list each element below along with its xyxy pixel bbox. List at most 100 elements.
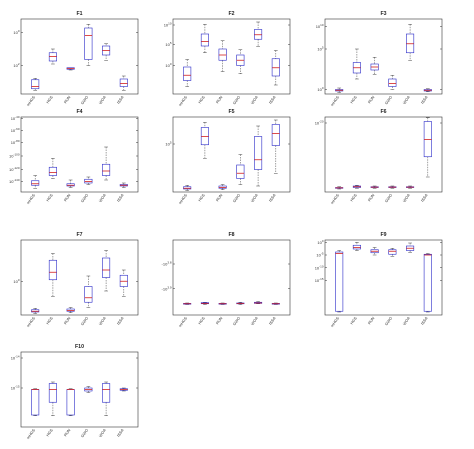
- x-tick-label: HGS: [46, 428, 54, 437]
- x-tick-label: GWO: [232, 316, 241, 326]
- box-woa: [254, 21, 263, 47]
- box-gwo: [388, 185, 397, 189]
- iqr-box: [48, 383, 57, 403]
- box-woa: [406, 24, 415, 61]
- box-mhgs: [31, 308, 40, 314]
- panel-f4: F4 10-40 10-60 10-80 10-100 10-120 10-140 mHGS H…: [9, 109, 139, 205]
- x-tick-label: HGS: [46, 316, 54, 325]
- x-tick-label: GWO: [232, 193, 241, 203]
- plot-frame: [324, 239, 443, 316]
- iqr-box: [335, 251, 344, 312]
- x-tick-label: HGS: [198, 193, 206, 202]
- y-tick-label: 10-100: [9, 153, 20, 159]
- panel-f10: F10 10-14 10-15 mHGS HGS RUN GWO WOA ISSA: [11, 344, 139, 440]
- y-tick-label: 100: [13, 29, 19, 35]
- box-gwo: [236, 49, 245, 74]
- x-tick-label: HGS: [350, 193, 358, 202]
- box-mhgs: [335, 186, 344, 190]
- x-tick-label: WOA: [98, 193, 107, 203]
- y-tick-label: 105: [165, 141, 171, 147]
- x-tick-label: ISSA: [268, 95, 277, 105]
- x-tick-label: ISSA: [116, 428, 125, 438]
- x-tick-label: RUN: [367, 316, 375, 325]
- box-issa: [271, 302, 280, 305]
- x-tick-label: GWO: [80, 193, 89, 203]
- panel-f3: F3 1010 105 100 mHGS HGS RUN GWO WOA ISSA: [316, 11, 443, 107]
- y-tick-label: 10-40: [11, 115, 20, 121]
- x-tick-label: mHGS: [330, 95, 340, 107]
- plot-frame: [172, 116, 291, 193]
- y-tick-label: 10-80: [11, 139, 20, 145]
- x-tick-label: WOA: [98, 316, 107, 326]
- iqr-box: [84, 286, 93, 303]
- x-tick-label: mHGS: [178, 193, 188, 205]
- x-tick-label: HGS: [350, 316, 358, 325]
- x-tick-label: WOA: [250, 193, 259, 203]
- plot-frame: [20, 116, 139, 193]
- x-tick-label: RUN: [63, 428, 71, 437]
- box-run: [66, 67, 75, 71]
- plot-frame: [172, 239, 291, 316]
- x-tick-label: mHGS: [26, 316, 36, 328]
- y-tick-label: -103.8: [162, 261, 172, 267]
- panel-title: F2: [228, 11, 234, 17]
- box-woa: [406, 185, 415, 189]
- box-hgs: [48, 158, 57, 179]
- x-tick-label: WOA: [402, 193, 411, 203]
- x-tick-label: mHGS: [26, 95, 36, 107]
- box-woa: [254, 301, 263, 304]
- box-hgs: [48, 253, 57, 297]
- y-tick-label: 100: [165, 62, 171, 68]
- box-mhgs: [183, 59, 192, 87]
- box-issa: [119, 269, 128, 297]
- plot-frame: [20, 18, 139, 95]
- y-tick-label: 10-20: [315, 120, 324, 126]
- y-tick-label: 102: [13, 62, 19, 68]
- panel-title: F5: [228, 109, 234, 115]
- panel-title: F4: [76, 109, 82, 115]
- x-tick-label: ISSA: [420, 193, 429, 203]
- box-hgs: [352, 48, 361, 80]
- iqr-box: [119, 78, 128, 87]
- iqr-box: [48, 259, 57, 281]
- x-tick-label: WOA: [402, 95, 411, 105]
- y-tick-label: 105: [165, 41, 171, 47]
- plot-frame: [324, 18, 443, 95]
- panel-f9: F9 100 10-5 10-10 10-15 mHGS HGS RUN GWO WOA ISSA: [315, 232, 443, 328]
- y-tick-label: 10-15: [315, 277, 324, 283]
- panel-f5: F5 105 mHGS HGS RUN GWO WOA ISSA: [165, 109, 291, 205]
- x-tick-label: HGS: [46, 193, 54, 202]
- panel-f1: F1 100 102 mHGS HGS RUN GWO WOA ISSA: [13, 11, 139, 107]
- iqr-box: [102, 383, 111, 403]
- x-tick-label: WOA: [402, 316, 411, 326]
- panel-f2: F2 1010 105 100 mHGS HGS RUN GWO WOA ISSA: [164, 11, 291, 107]
- box-gwo: [388, 248, 397, 257]
- x-tick-label: GWO: [232, 95, 241, 105]
- box-hgs: [200, 24, 209, 53]
- y-tick-label: 100: [317, 86, 323, 92]
- iqr-box: [31, 79, 40, 90]
- x-tick-label: mHGS: [178, 316, 188, 328]
- x-tick-label: HGS: [198, 95, 206, 104]
- x-tick-label: WOA: [250, 95, 259, 105]
- x-tick-label: ISSA: [116, 193, 125, 203]
- box-issa: [119, 182, 128, 188]
- x-tick-label: RUN: [63, 316, 71, 325]
- box-woa: [102, 146, 111, 181]
- x-tick-label: HGS: [46, 95, 54, 104]
- x-tick-label: ISSA: [116, 316, 125, 326]
- box-run: [370, 185, 379, 189]
- iqr-box: [31, 180, 40, 186]
- y-tick-label: 1010: [164, 22, 172, 28]
- box-mhgs: [31, 78, 40, 91]
- box-gwo: [388, 75, 397, 90]
- x-tick-label: ISSA: [116, 95, 125, 105]
- iqr-box: [48, 166, 57, 176]
- x-tick-label: WOA: [98, 428, 107, 438]
- plot-frame: [324, 116, 443, 193]
- box-run: [370, 247, 379, 256]
- y-tick-label: 10-60: [11, 127, 20, 133]
- y-tick-label: 105: [317, 46, 323, 52]
- iqr-box: [102, 257, 111, 278]
